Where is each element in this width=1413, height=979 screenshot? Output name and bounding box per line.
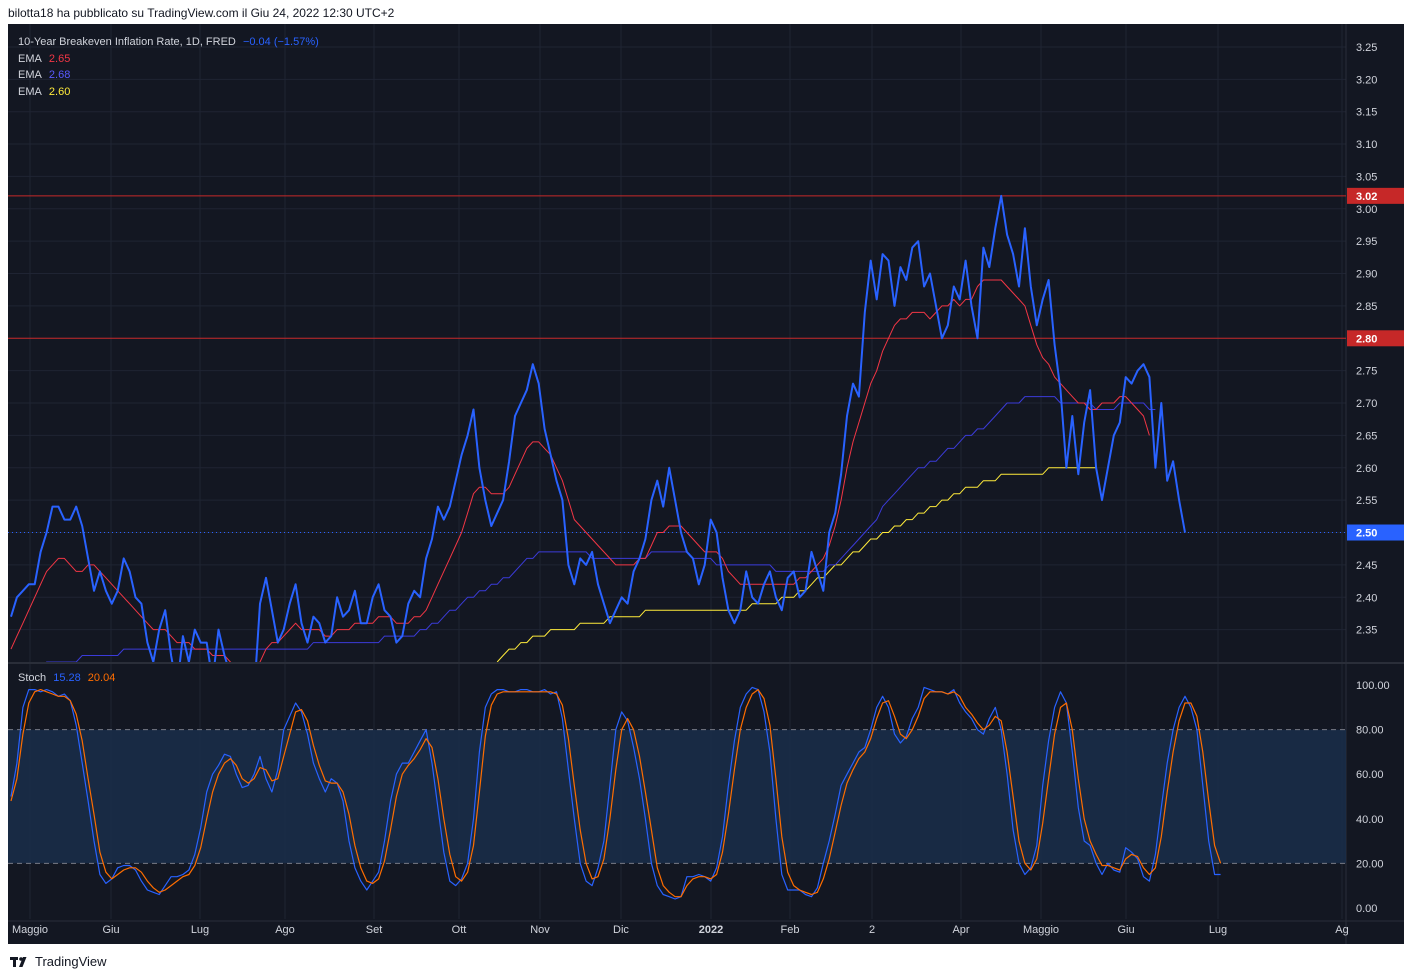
x-tick-label: Ag xyxy=(1335,924,1348,936)
x-tick-label: Dic xyxy=(613,924,629,936)
ema-value: 2.65 xyxy=(48,53,71,65)
stoch-y-tick-label: 80.00 xyxy=(1356,725,1384,737)
stoch-label: Stoch xyxy=(18,672,47,684)
y-tick-label: 2.45 xyxy=(1356,560,1377,572)
x-tick-label: Feb xyxy=(781,924,800,936)
x-tick-label: Maggio xyxy=(12,924,48,936)
x-tick-label: Set xyxy=(366,924,383,936)
x-tick-label: 2022 xyxy=(699,924,723,936)
ema-red-line xyxy=(10,279,1150,662)
brand[interactable]: TradingView xyxy=(10,954,107,969)
price-label-badge xyxy=(1347,187,1404,204)
y-tick-label: 2.90 xyxy=(1356,269,1377,281)
x-tick-label: Lug xyxy=(1209,924,1227,936)
price-line xyxy=(10,194,1186,662)
ema-label: EMA xyxy=(18,69,42,81)
y-tick-label: 3.00 xyxy=(1356,204,1377,216)
ema-legend-1: EMA 2.65 xyxy=(18,53,74,65)
y-tick-label: 3.15 xyxy=(1356,107,1377,119)
y-tick-label: 2.75 xyxy=(1356,366,1377,378)
brand-text: TradingView xyxy=(35,954,107,969)
x-tick-label: Nov xyxy=(530,924,550,936)
stoch-y-tick-label: 60.00 xyxy=(1356,769,1384,781)
price-legend: 10-Year Breakeven Inflation Rate, 1D, FR… xyxy=(18,36,323,48)
y-tick-label: 3.20 xyxy=(1356,74,1377,86)
y-tick-label: 2.40 xyxy=(1356,592,1377,604)
x-tick-label: Giu xyxy=(1117,924,1134,936)
legend-change: −0.04 (−1.57%) xyxy=(242,36,319,48)
last-price-label: 2.50 xyxy=(1356,528,1377,540)
price-label-badge xyxy=(1347,330,1404,347)
y-tick-label: 3.10 xyxy=(1356,139,1377,151)
x-tick-label: 2 xyxy=(869,924,875,936)
ema-label: EMA xyxy=(18,86,42,98)
legend-title: 10-Year Breakeven Inflation Rate, 1D, FR… xyxy=(18,36,236,48)
y-tick-label: 2.85 xyxy=(1356,301,1377,313)
ema-legend-2: EMA 2.68 xyxy=(18,69,74,81)
publisher-line: bilotta18 ha pubblicato su TradingView.c… xyxy=(8,6,395,20)
ema-legend-3: EMA 2.60 xyxy=(18,86,74,98)
stoch-k-line xyxy=(10,686,1221,900)
stoch-d-value: 20.04 xyxy=(87,672,116,684)
x-tick-label: Lug xyxy=(191,924,209,936)
y-tick-label: 2.70 xyxy=(1356,398,1377,410)
stoch-d-line xyxy=(10,689,1222,898)
price-label-badge xyxy=(1347,524,1404,541)
tradingview-logo-icon xyxy=(10,956,27,967)
y-tick-label: 3.25 xyxy=(1356,42,1377,54)
stoch-y-tick-label: 20.00 xyxy=(1356,858,1384,870)
stoch-legend: Stoch 15.28 20.04 xyxy=(18,672,119,684)
ema-value: 2.60 xyxy=(48,86,71,98)
stoch-y-tick-label: 40.00 xyxy=(1356,814,1384,826)
ema-yellow-line xyxy=(496,467,1097,662)
y-tick-label: 2.65 xyxy=(1356,430,1377,442)
resistance-value-label: 3.02 xyxy=(1356,191,1377,203)
ema-blue-line xyxy=(45,396,1156,662)
x-tick-label: Ago xyxy=(275,924,295,936)
chart-frame[interactable]: 3.25 3.20 3.15 3.10 3.05 3.00 2.95 2.90 2.85 2.80… xyxy=(8,24,1404,944)
y-tick-label: 2.35 xyxy=(1356,625,1377,637)
stoch-y-tick-label: 100.00 xyxy=(1356,680,1390,692)
x-tick-label: Giu xyxy=(102,924,119,936)
y-tick-label: 2.55 xyxy=(1356,495,1377,507)
x-tick-label: Maggio xyxy=(1023,924,1059,936)
chart-canvas[interactable]: 3.25 3.20 3.15 3.10 3.05 3.00 2.95 2.90 2.85 2.80… xyxy=(8,24,1404,944)
x-tick-label: Apr xyxy=(952,924,969,936)
y-tick-label: 2.95 xyxy=(1356,236,1377,248)
y-tick-label: 3.05 xyxy=(1356,171,1377,183)
stoch-k-value: 15.28 xyxy=(53,672,81,684)
y-tick-label: 2.60 xyxy=(1356,463,1377,475)
ema-value: 2.68 xyxy=(48,69,71,81)
bottom-bar xyxy=(0,946,1413,979)
x-tick-label: Ott xyxy=(452,924,467,936)
stoch-band xyxy=(8,729,1346,864)
stoch-y-tick-label: 0.00 xyxy=(1356,903,1377,915)
top-bar: bilotta18 ha pubblicato su TradingView.c… xyxy=(0,0,1413,24)
resistance-value-label: 2.80 xyxy=(1356,333,1377,345)
ema-label: EMA xyxy=(18,53,42,65)
